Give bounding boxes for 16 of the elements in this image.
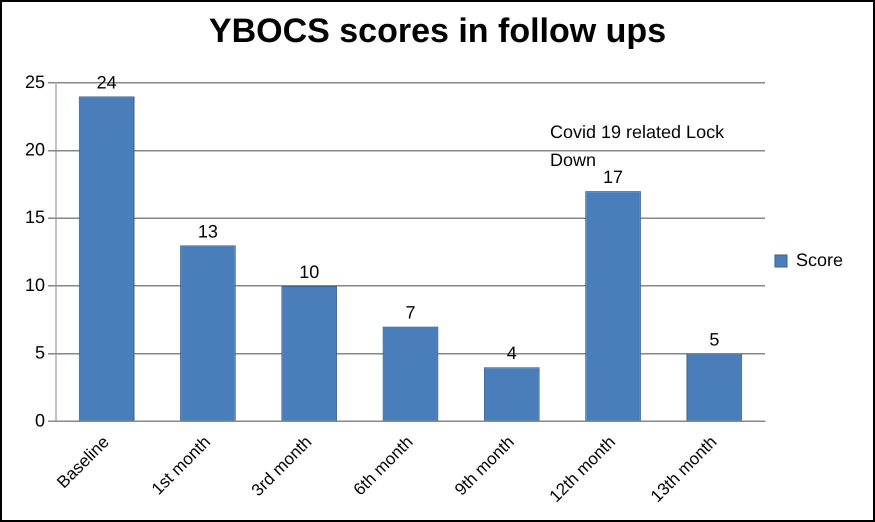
legend-label: Score xyxy=(796,250,844,270)
data-label: 10 xyxy=(299,262,320,282)
chart-title: YBOCS scores in follow ups xyxy=(208,12,666,50)
data-label: 17 xyxy=(603,167,624,188)
data-label: 24 xyxy=(96,72,117,92)
y-tick-label: 25 xyxy=(24,72,46,92)
data-label: 13 xyxy=(198,221,218,242)
y-tick-label: 0 xyxy=(35,410,46,430)
y-tick-label: 15 xyxy=(24,207,46,228)
y-tick-label: 10 xyxy=(24,274,46,295)
data-label: 4 xyxy=(506,343,517,364)
annotation: Covid 19 related Lock Down xyxy=(550,122,726,170)
y-tick-label: 5 xyxy=(35,342,46,363)
y-tick-label: 20 xyxy=(24,139,46,160)
data-label: 5 xyxy=(709,330,720,350)
data-label: 7 xyxy=(405,302,416,323)
